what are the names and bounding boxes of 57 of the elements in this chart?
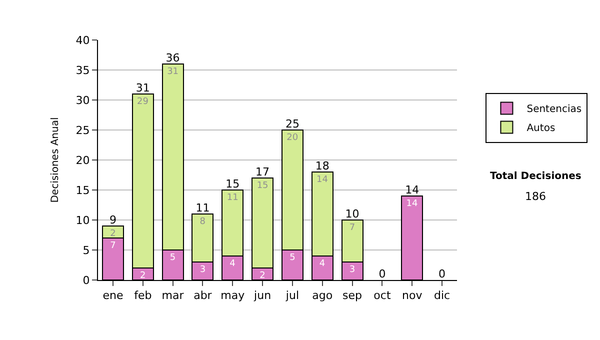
y-tick-label: 20	[76, 154, 90, 167]
text: Total Decisiones	[490, 171, 582, 182]
text: 186	[525, 190, 546, 203]
total-label: 31	[136, 81, 150, 94]
x-tick-label: nov	[402, 289, 423, 302]
total-label: 36	[166, 51, 180, 64]
data-label: 7	[110, 241, 116, 251]
total-label: 11	[196, 201, 210, 214]
data-label: 29	[137, 97, 149, 107]
y-tick-label: 35	[76, 64, 90, 77]
data-label: 2	[140, 271, 146, 281]
x-tick-label: sep	[342, 289, 362, 302]
data-label: 2	[260, 271, 266, 281]
y-tick-label: 5	[82, 244, 90, 257]
data-label: 31	[167, 67, 179, 77]
total-label: 9	[109, 213, 116, 226]
data-label: 8	[200, 217, 206, 227]
data-label: 15	[256, 181, 268, 191]
total-label: 18	[315, 159, 330, 172]
total-label: 17	[256, 165, 270, 178]
data-label: 3	[349, 265, 356, 275]
y-tick-label: 0	[82, 274, 90, 287]
total-label: 0	[378, 267, 386, 280]
data-label: 20	[286, 133, 298, 143]
x-tick-label: mar	[162, 289, 184, 302]
y-tick-label: 25	[76, 124, 90, 137]
x-tick-label: abr	[194, 289, 212, 302]
x-tick-label: feb	[134, 289, 152, 302]
x-tick-label: ago	[312, 289, 333, 302]
total-label: 15	[226, 177, 240, 190]
data-label: 2	[110, 229, 116, 239]
data-label: 14	[316, 175, 328, 185]
data-label: 3	[200, 265, 206, 275]
legend-label: Sentencias	[526, 104, 582, 116]
total-label: 0	[438, 267, 446, 280]
x-tick-label: oct	[374, 289, 392, 302]
data-label: 14	[406, 199, 418, 209]
data-label: 4	[230, 259, 236, 269]
y-tick-label: 15	[76, 184, 90, 197]
x-tick-label: ene	[102, 289, 124, 302]
data-label: 5	[170, 253, 176, 263]
data-label: 11	[226, 193, 238, 203]
y-axis-title: Decisiones Anual	[50, 117, 61, 203]
total-label: 14	[405, 183, 420, 196]
y-tick-label: 40	[76, 34, 90, 47]
total-label: 25	[285, 117, 300, 130]
y-tick-label: 10	[76, 214, 90, 227]
x-tick-label: jul	[284, 289, 300, 302]
data-label: 5	[290, 253, 296, 263]
data-label: 7	[349, 223, 356, 233]
y-tick-label: 30	[76, 94, 90, 107]
x-tick-label: may	[220, 289, 246, 302]
total-label: 10	[345, 207, 360, 220]
legend-label: Autos	[526, 123, 556, 134]
data-label: 4	[319, 259, 326, 269]
x-tick-label: jun	[253, 289, 272, 302]
x-tick-label: dic	[434, 289, 450, 302]
